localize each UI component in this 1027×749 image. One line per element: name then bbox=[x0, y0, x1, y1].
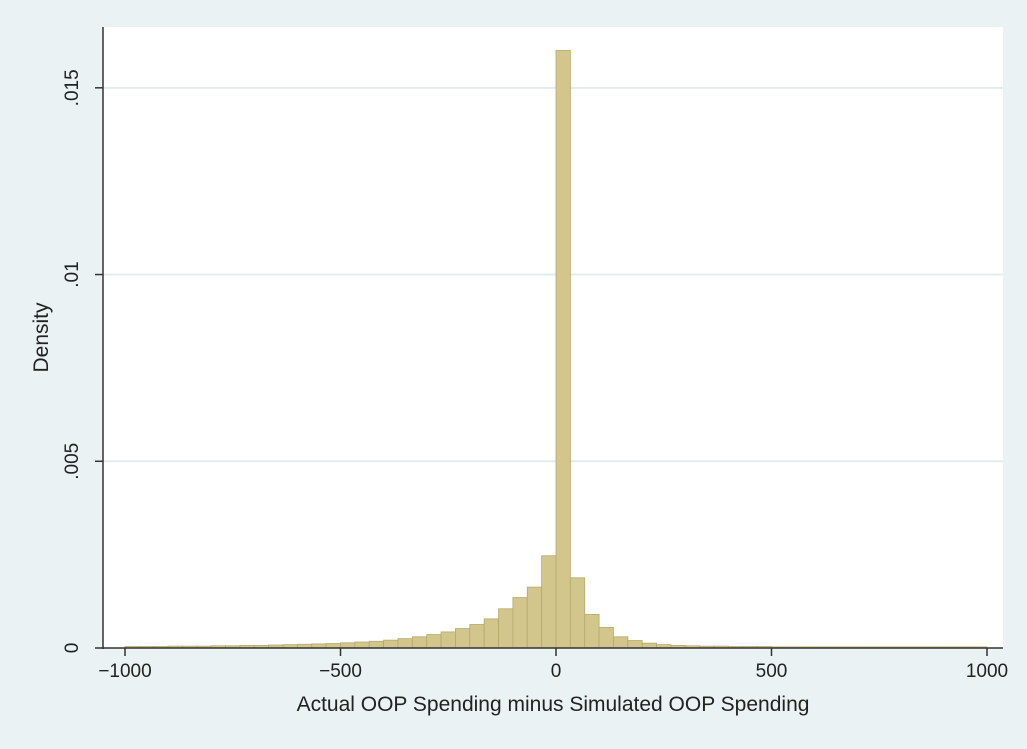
histogram-bar bbox=[426, 634, 442, 649]
histogram-bar bbox=[469, 624, 485, 649]
histogram-bar bbox=[383, 639, 399, 649]
x-tick-label: 1000 bbox=[966, 661, 1008, 682]
histogram-bar bbox=[569, 577, 586, 649]
histogram-bar bbox=[411, 636, 428, 649]
histogram-bar bbox=[440, 631, 456, 649]
gridlines bbox=[103, 86, 1003, 463]
y-axis-title: Density bbox=[30, 302, 53, 373]
histogram-bar bbox=[483, 618, 499, 649]
histogram-bar bbox=[340, 642, 356, 649]
histogram-bar bbox=[541, 555, 557, 649]
x-axis-title: Actual OOP Spending minus Simulated OOP … bbox=[297, 693, 810, 716]
plot-area bbox=[103, 27, 1003, 648]
x-tick-label: 500 bbox=[756, 661, 788, 682]
y-tick-label: .01 bbox=[62, 261, 83, 287]
histogram-bar bbox=[627, 640, 643, 649]
y-tick-label: 0 bbox=[62, 643, 83, 654]
histogram-bar bbox=[512, 597, 528, 649]
x-tick-label: 0 bbox=[551, 661, 562, 682]
histogram-bar bbox=[397, 638, 413, 649]
x-tick-label: −500 bbox=[319, 661, 362, 682]
histogram-bar bbox=[368, 640, 385, 649]
histogram-bar bbox=[354, 641, 370, 649]
histogram-bars bbox=[124, 50, 988, 649]
histogram-bar bbox=[526, 586, 543, 649]
histogram-bar bbox=[455, 628, 471, 649]
x-axis-ticks: −1000 −500 0 500 1000 bbox=[98, 648, 1008, 682]
axes bbox=[102, 27, 1003, 649]
y-tick-label: .005 bbox=[62, 443, 83, 480]
histogram-bar bbox=[598, 627, 614, 649]
y-tick-label: .015 bbox=[62, 69, 83, 106]
histogram-bar bbox=[555, 50, 571, 649]
histogram-bar bbox=[498, 608, 514, 649]
histogram-bar bbox=[584, 613, 600, 649]
histogram-bar bbox=[613, 636, 629, 649]
y-axis-ticks: 0 .005 .01 .015 bbox=[62, 69, 103, 653]
x-tick-label: −1000 bbox=[98, 661, 151, 682]
